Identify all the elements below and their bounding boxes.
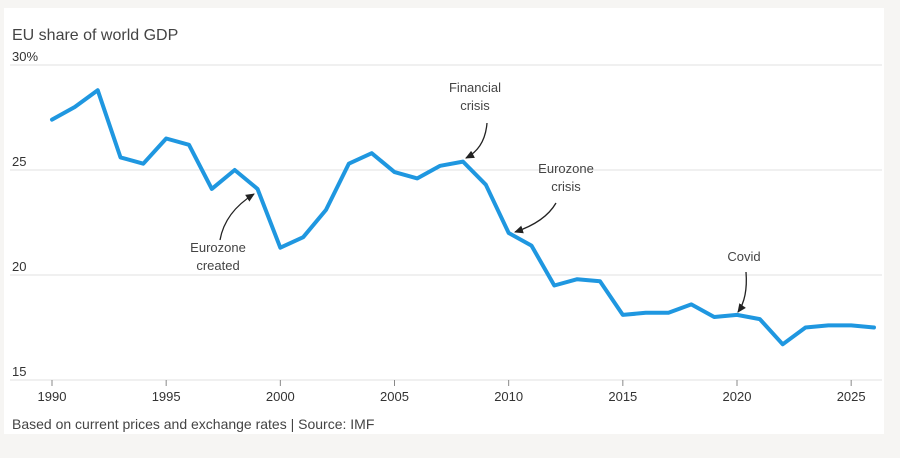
annotation-label: created (196, 258, 239, 273)
annotation: Covid (727, 249, 761, 313)
x-tick-label: 1995 (152, 389, 181, 404)
series (50, 88, 876, 347)
series-line (50, 88, 876, 347)
annotation-arrow (737, 271, 747, 313)
chart-title: EU share of world GDP (12, 27, 179, 44)
y-tick-label: 25 (12, 154, 26, 169)
y-tick-label: 15 (12, 364, 26, 379)
annotation: Financial crisis (449, 80, 501, 159)
x-tick-label: 2020 (723, 389, 752, 404)
chart-card (4, 8, 884, 434)
x-tick-label: 1990 (38, 389, 67, 404)
annotation: Eurozone created (190, 193, 255, 273)
y-tick-label: 30% (12, 49, 38, 64)
x-tick-label: 2015 (608, 389, 637, 404)
x-tick-label: 2010 (494, 389, 523, 404)
x-tick-label: 2005 (380, 389, 409, 404)
annotation-label: crisis (551, 179, 581, 194)
x-axis-tick-labels: 1990 1995 2000 2005 2010 2015 2020 2025 (38, 380, 866, 404)
x-tick-label: 2000 (266, 389, 295, 404)
gridlines (10, 64, 882, 381)
chart-source-note: Based on current prices and exchange rat… (12, 416, 375, 432)
annotation-label: Covid (727, 249, 760, 264)
annotation-label: Eurozone (190, 240, 246, 255)
x-tick-label: 2025 (837, 389, 866, 404)
annotation-label: crisis (460, 98, 490, 113)
annotation-arrow (465, 122, 488, 159)
annotation-label: Financial (449, 80, 501, 95)
y-axis-tick-labels: 30% 25 20 15 (12, 49, 38, 379)
annotation-arrow (219, 193, 255, 241)
annotations: Financial crisis Eurozone crisis Eurozone cre… (190, 80, 761, 313)
annotation: Eurozone crisis (514, 161, 594, 234)
annotation-label: Eurozone (538, 161, 594, 176)
y-tick-label: 20 (12, 259, 26, 274)
annotation-arrow (514, 202, 557, 234)
